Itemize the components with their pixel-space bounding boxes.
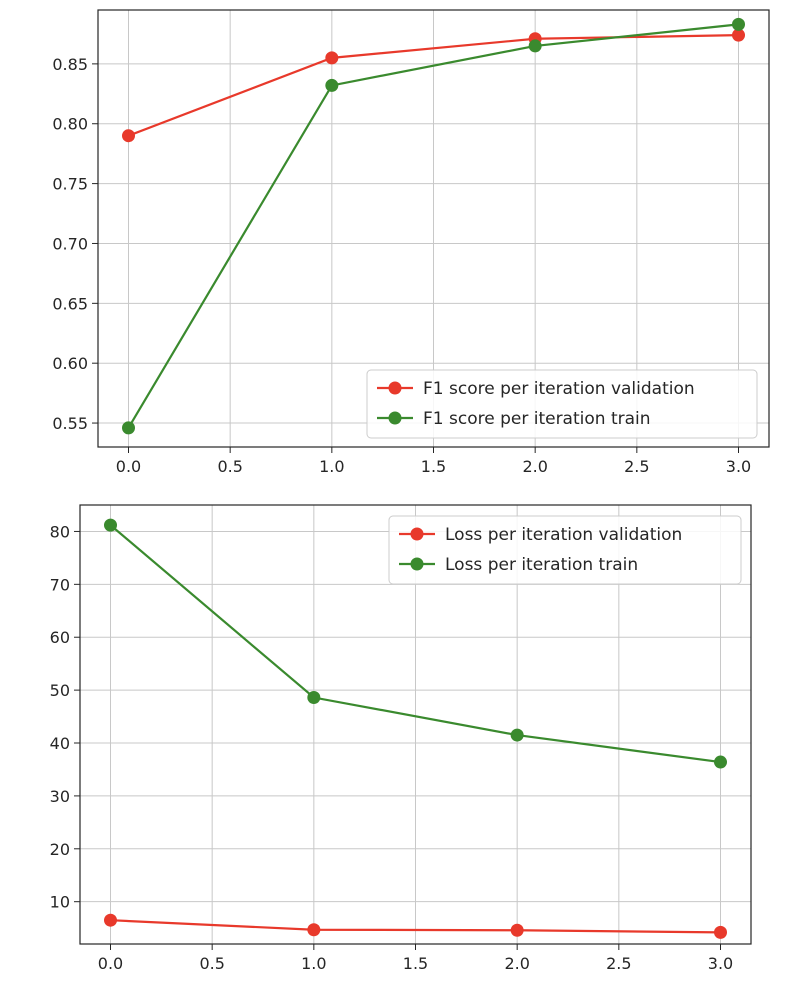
legend-marker (388, 411, 402, 425)
legend-label: Loss per iteration validation (445, 525, 682, 545)
x-tick-label: 2.0 (522, 457, 547, 476)
y-tick-label: 10 (50, 893, 70, 912)
y-tick-label: 80 (50, 522, 70, 541)
x-tick-label: 2.5 (624, 457, 649, 476)
legend-label: F1 score per iteration validation (423, 379, 695, 399)
x-tick-label: 2.0 (504, 954, 529, 973)
chart-2: 0.0 0.5 1.0 1.5 2.0 2.5 3.0 10 20 30 40 50 60 70 80 Los… (50, 504, 752, 973)
data-point (104, 518, 117, 532)
series-line (127, 23, 739, 429)
x-tick-label: 1.5 (421, 457, 446, 476)
data-point (732, 17, 745, 31)
data-point (122, 129, 135, 143)
y-tick-label: 20 (50, 840, 70, 859)
legend-box (388, 515, 742, 585)
y-tick-label: 40 (50, 734, 70, 753)
y-tick-label: 70 (50, 575, 70, 594)
series-2 (122, 17, 745, 435)
grid (98, 10, 769, 447)
x-tick-label: 3.0 (708, 954, 733, 973)
legend-label: Loss per iteration train (445, 555, 638, 575)
y-tick-label: 0.55 (52, 414, 88, 433)
data-point (307, 691, 321, 705)
y-tick-label: 30 (50, 787, 70, 806)
legend: Loss per iteration validation Loss per it… (388, 515, 742, 585)
legend-label: F1 score per iteration train (423, 409, 651, 429)
series-2 (104, 518, 727, 769)
x-tick-label: 1.0 (301, 954, 326, 973)
data-point (325, 51, 339, 65)
x-tick-label: 3.0 (726, 457, 751, 476)
y-tick-label: 0.85 (52, 55, 88, 74)
x-tick-label: 0.5 (199, 954, 224, 973)
chart-1: 0.0 0.5 1.0 1.5 2.0 2.5 3.0 0.55 0.60 0.65 0.70 0.7… (52, 9, 770, 476)
y-tick-label: 0.75 (52, 175, 88, 194)
legend-marker (410, 527, 424, 541)
y-tick-label: 0.65 (52, 294, 88, 313)
y-tick-label: 50 (50, 681, 70, 700)
data-point (122, 421, 135, 435)
data-point (714, 755, 727, 769)
x-tick-label: 2.5 (606, 954, 631, 973)
x-tick-label: 0.5 (217, 457, 242, 476)
legend-marker (410, 557, 424, 571)
legend: F1 score per iteration validation F1 scor… (366, 369, 758, 439)
series-line (128, 34, 739, 137)
x-tick-label: 0.0 (116, 457, 141, 476)
data-point (732, 28, 745, 42)
series-line (110, 919, 721, 934)
series-line (109, 524, 721, 764)
x-tick-label: 1.5 (403, 954, 428, 973)
x-tick-label: 1.0 (319, 457, 344, 476)
x-tick-label: 0.0 (98, 954, 123, 973)
data-point (307, 923, 321, 937)
data-point (104, 913, 117, 927)
y-tick-label: 0.60 (52, 354, 88, 373)
data-point (528, 39, 542, 53)
y-tick-label: 60 (50, 628, 70, 647)
data-point (510, 923, 524, 937)
legend-marker (388, 381, 402, 395)
y-tick-label: 0.70 (52, 234, 88, 253)
data-point (325, 78, 339, 92)
y-tick-label: 0.80 (52, 115, 88, 134)
data-point (714, 925, 727, 939)
legend-box (366, 369, 758, 439)
series-1 (104, 913, 727, 939)
data-point (510, 728, 524, 742)
